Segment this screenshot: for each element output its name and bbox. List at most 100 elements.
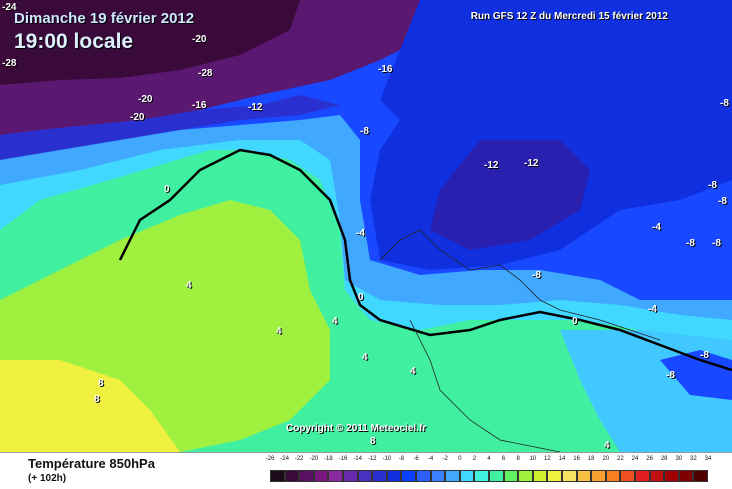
legend-color-swatch bbox=[693, 470, 708, 482]
legend-tick-label: -20 bbox=[309, 456, 319, 462]
legend-tick-label: -2 bbox=[442, 456, 448, 462]
legend-color-swatch bbox=[416, 470, 431, 482]
isotherm-label: -8 bbox=[532, 270, 541, 281]
legend-color-swatch bbox=[620, 470, 635, 482]
legend-tick-label: -18 bbox=[324, 456, 333, 462]
legend-tick-label: 0 bbox=[458, 456, 462, 462]
legend-color-swatch bbox=[401, 470, 416, 482]
legend-tick-label: 18 bbox=[587, 456, 595, 462]
isotherm-label: -8 bbox=[720, 98, 729, 109]
copyright-text: Copyright © 2011 Meteociel.fr bbox=[286, 423, 427, 434]
isotherm-label: -28 bbox=[2, 58, 17, 69]
isotherm-label: 4 bbox=[362, 352, 368, 363]
forecast-local-time: 19:00 locale bbox=[14, 30, 134, 53]
isotherm-label: -4 bbox=[652, 222, 661, 233]
legend-color-swatch bbox=[489, 470, 504, 482]
isotherm-label: 4 bbox=[332, 316, 338, 327]
legend-color-swatch bbox=[270, 470, 285, 482]
legend-tick-label: 30 bbox=[675, 456, 683, 462]
legend-color-swatch bbox=[576, 470, 592, 482]
isotherm-label: 4 bbox=[186, 280, 192, 291]
legend-tick-label: 8 bbox=[516, 456, 520, 462]
legend-tick-label: -6 bbox=[413, 456, 419, 462]
legend-color-swatch bbox=[313, 470, 329, 482]
legend-tick-label: 16 bbox=[573, 456, 580, 462]
color-scale-legend: -26 -24 -22 -20 -18 -16 -14 -12 -10 -8 -6 -4 -2 0 2 4 6 8… bbox=[266, 456, 722, 486]
legend-color-swatch bbox=[445, 470, 460, 482]
isotherm-label: -12 bbox=[248, 102, 263, 113]
legend-color-swatch bbox=[386, 470, 402, 482]
isotherm-label: -8 bbox=[666, 370, 675, 381]
legend-tick-label: -24 bbox=[280, 456, 289, 462]
isotherm-label: -8 bbox=[700, 350, 709, 361]
legend-tick-label: 2 bbox=[472, 456, 477, 462]
legend-tick-label: 20 bbox=[602, 456, 610, 462]
isotherm-label: -24 bbox=[2, 2, 17, 13]
isotherm-label: -12 bbox=[484, 160, 499, 171]
legend-tick-label: -8 bbox=[398, 456, 405, 462]
isotherm-label: 8 bbox=[94, 394, 100, 405]
legend-color-swatch bbox=[605, 470, 621, 482]
legend-color-swatch bbox=[372, 470, 387, 482]
legend-color-swatch bbox=[518, 470, 533, 482]
legend-tick-label: 28 bbox=[660, 456, 668, 462]
legend-color-swatch bbox=[328, 470, 343, 482]
legend-tick-label: -26 bbox=[265, 456, 275, 462]
legend-tick-label: 26 bbox=[646, 456, 653, 462]
lead-time: (+ 102h) bbox=[28, 473, 67, 484]
legend-color-swatch bbox=[459, 470, 475, 482]
isotherm-label: -4 bbox=[356, 228, 365, 239]
legend-tick-label: -22 bbox=[294, 456, 304, 462]
cold-band bbox=[0, 95, 340, 160]
isotherm-label: -4 bbox=[648, 304, 657, 315]
legend-color-swatch bbox=[547, 470, 562, 482]
zero-isotherm bbox=[118, 148, 732, 372]
coastline bbox=[379, 229, 661, 341]
legend-color-swatch bbox=[503, 470, 519, 482]
forecast-date: Dimanche 19 février 2012 bbox=[14, 10, 195, 27]
isotherm-label: 0 bbox=[572, 316, 578, 327]
isotherm-label: -20 bbox=[130, 112, 145, 123]
legend-color-swatch bbox=[562, 470, 577, 482]
legend-tick-label: -14 bbox=[353, 456, 362, 462]
legend-tick-label: 14 bbox=[558, 456, 566, 462]
isotherm-label: -8 bbox=[686, 238, 695, 249]
isotherm-label: -12 bbox=[524, 158, 539, 169]
legend-color-swatch bbox=[678, 470, 694, 482]
temperature-map: Dimanche 19 février 2012 19:00 locale Ru… bbox=[0, 0, 732, 452]
legend-color-swatch bbox=[343, 470, 358, 482]
hot-southwest bbox=[0, 360, 180, 452]
coldest-region bbox=[0, 0, 300, 85]
legend-color-swatch bbox=[635, 470, 650, 482]
coastline-south bbox=[409, 319, 561, 452]
isotherm-label: 4 bbox=[604, 440, 610, 451]
legend-color-swatch bbox=[284, 470, 300, 482]
isotherm-label: -8 bbox=[712, 238, 721, 249]
legend-color-swatch bbox=[474, 470, 489, 482]
isotherm-label: -20 bbox=[192, 34, 207, 45]
legend-tick-label: 6 bbox=[501, 456, 506, 462]
isotherm-label: -8 bbox=[708, 180, 717, 191]
legend-tick-label: -4 bbox=[427, 456, 434, 462]
chart-footer: Température 850hPa (+ 102h) -26 -24 -22 -20… bbox=[0, 452, 732, 489]
legend-color-swatch bbox=[357, 470, 373, 482]
map-canvas bbox=[0, 0, 732, 452]
legend-tick-label: -16 bbox=[338, 456, 348, 462]
isotherm-label: 8 bbox=[370, 436, 376, 447]
isotherm-label: 4 bbox=[410, 366, 416, 377]
legend-tick-label: -10 bbox=[382, 456, 392, 462]
legend-color-swatch bbox=[664, 470, 679, 482]
legend-color-swatch bbox=[532, 470, 548, 482]
isotherm-label: -8 bbox=[360, 126, 369, 137]
scandinavia-core bbox=[430, 140, 590, 250]
legend-tick-label: 34 bbox=[704, 456, 712, 462]
isotherm-label: -20 bbox=[138, 94, 153, 105]
legend-color-swatch bbox=[591, 470, 606, 482]
isotherm-label: -28 bbox=[198, 68, 213, 79]
legend-color-swatch bbox=[649, 470, 665, 482]
legend-tick-label: 12 bbox=[544, 456, 551, 462]
isotherm-label: -16 bbox=[378, 64, 393, 75]
parameter-title: Température 850hPa bbox=[28, 456, 155, 471]
isotherm-label: 0 bbox=[358, 292, 364, 303]
legend-tick-label: 10 bbox=[529, 456, 537, 462]
